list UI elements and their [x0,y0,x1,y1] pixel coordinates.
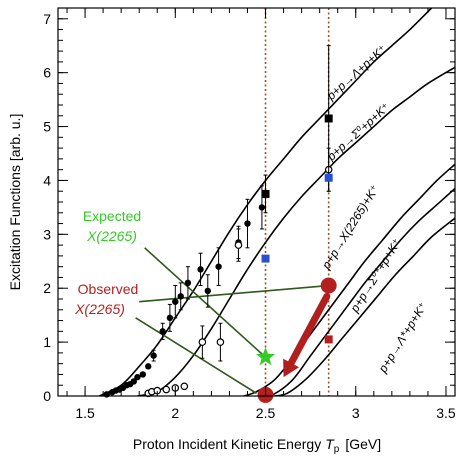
y-tick-label: 7 [43,11,51,27]
x-axis-label-unit: [GeV] [345,436,381,452]
data-point-filled-circle [159,328,166,335]
data-point-red-square [324,335,333,344]
annotation-pointer-line-1 [135,317,257,394]
data-point-filled-circle [197,266,204,273]
data-point-open-circle [198,338,207,346]
data-point-filled-circle [215,263,222,270]
data-point-filled-circle [244,220,251,227]
excitation-curve-4 [274,217,455,396]
data-point-filled-circle [130,378,137,385]
excitation-curve-3 [263,187,455,396]
data-point-filled-circle [150,352,157,359]
annotation-pointer-line-0 [144,247,267,358]
observed-red-circle [320,277,337,294]
data-point-blue-square [261,254,270,263]
y-tick-label: 3 [43,226,51,242]
y-tick-label: 6 [43,65,51,81]
data-point-filled-circle [204,287,211,295]
x-tick-label: 2.5 [256,405,276,421]
x-axis-label: Proton Incident Kinetic Energy Tp [GeV] [133,436,381,455]
y-tick-label: 5 [43,119,51,135]
expected-green-star [256,347,276,366]
data-point-filled-circle [139,371,147,378]
points-layer [103,45,337,403]
y-axis-label: Excitation Functions [arb. u.] [7,114,23,291]
x-axis-label-subscript: p [334,444,340,455]
data-point-filled-circle [134,373,141,381]
data-point-open-circle [216,338,225,346]
data-point-open-circle [180,382,189,391]
excitation-curve-2 [243,163,455,396]
y-tick-label: 0 [43,388,51,404]
y-tick-label: 4 [43,172,51,188]
data-point-black-square [261,189,270,198]
observed-label-line2: X(2265) [74,301,125,317]
observed-annotation: Observed X(2265) [74,281,138,317]
data-point-filled-circle [258,204,266,211]
x-tick-label: 3 [352,405,360,421]
x-tick-label: 2 [171,405,179,421]
observed-arrow-shaft [287,292,331,367]
x-axis-label-text: Proton Incident Kinetic Energy [133,436,321,452]
expected-label-line2: X(2265) [86,228,137,244]
excitation-curve-1 [137,66,455,396]
expected-annotation: Expected X(2265) [83,208,141,244]
expected-label-line1: Expected [83,208,141,224]
observed-arrow-head [283,358,300,378]
data-point-filled-circle [177,293,184,300]
x-tick-label: 1.5 [75,405,95,421]
y-tick-label: 1 [43,334,51,350]
data-point-open-circle [234,241,243,249]
annotation-layer [135,247,331,394]
observed-label-line1: Observed [78,281,139,297]
x-tick-label: 3.5 [436,405,456,421]
y-tick-label: 2 [43,280,51,296]
annotation-pointer-line-2 [139,284,329,303]
data-point-open-circle [162,385,171,394]
data-point-filled-circle [145,363,152,370]
x-axis-label-symbol: T [325,436,335,452]
data-point-black-square [324,114,333,123]
axes-layer: 1.5 2 2.5 3 3.5 0 1 2 3 4 5 6 7 [43,7,456,421]
data-point-filled-circle [172,298,179,305]
data-point-filled-circle [184,279,192,287]
data-point-blue-square [324,173,333,182]
data-point-filled-circle [166,314,174,322]
